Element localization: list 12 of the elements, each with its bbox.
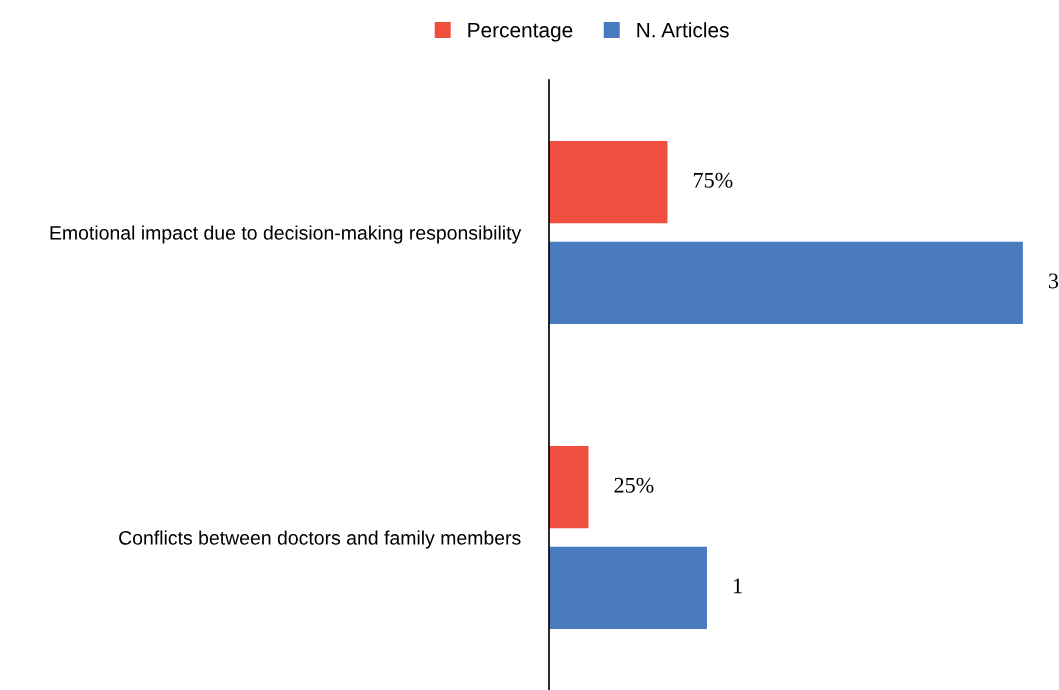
data-label: 25% [614, 477, 654, 493]
data-label: 3 [1048, 273, 1059, 289]
legend-label: N. Articles [637, 22, 729, 38]
bar [549, 446, 589, 529]
data-label: 1 [733, 578, 742, 594]
legend-label: Percentage [468, 22, 573, 42]
data-label: 75% [693, 172, 733, 188]
bar [549, 241, 1023, 324]
y-tick-label: Emotional impact due to decision-making responsibility [50, 225, 522, 244]
y-tick-label: Conflicts between doctors and family members [119, 530, 521, 549]
bar [549, 141, 668, 224]
bar [549, 546, 707, 629]
